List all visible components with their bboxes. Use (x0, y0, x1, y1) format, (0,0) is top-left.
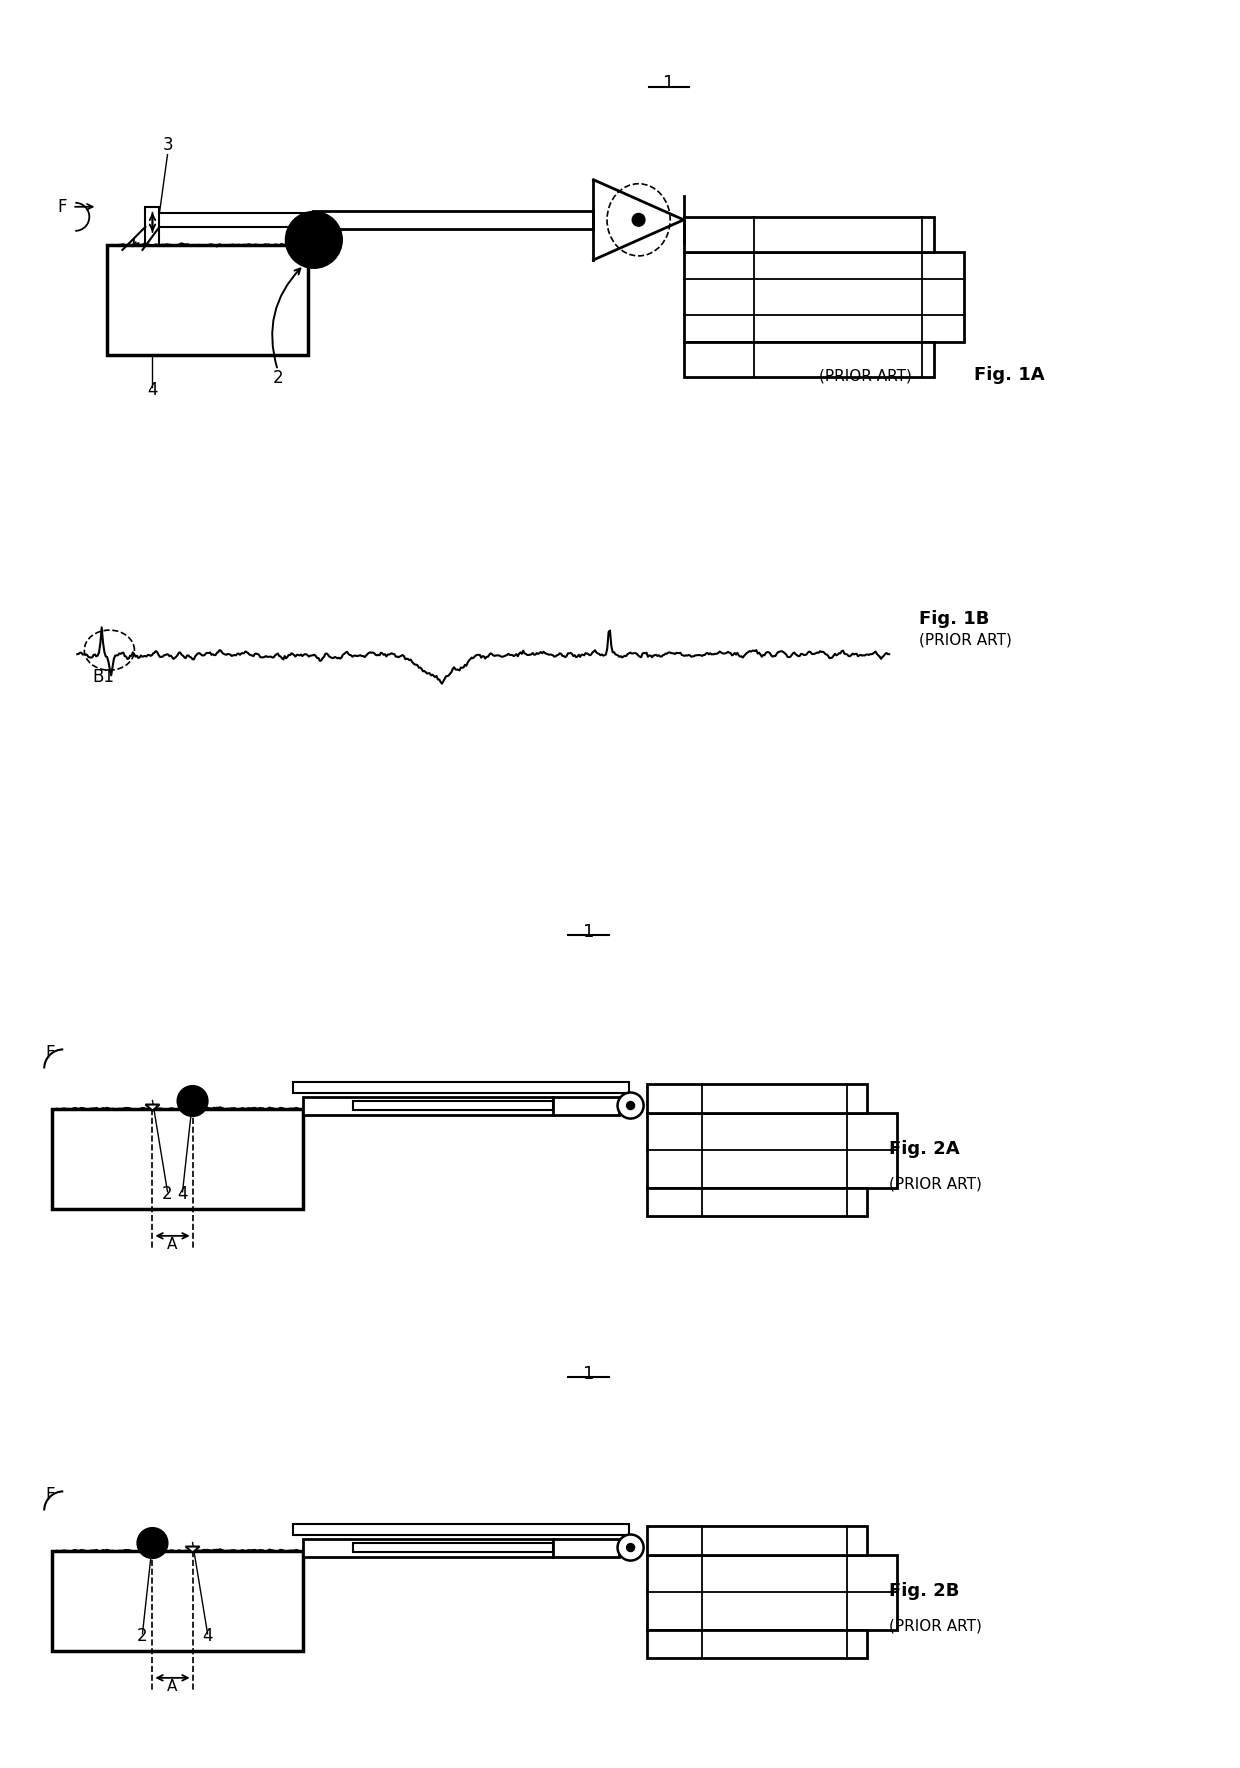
Text: F: F (45, 1487, 55, 1505)
Circle shape (618, 1535, 644, 1561)
Text: 4: 4 (148, 382, 157, 400)
Text: 4: 4 (177, 1185, 187, 1202)
Bar (52, 1551, 303, 1651)
Text: 1: 1 (583, 923, 594, 941)
Bar (353, 1101, 553, 1110)
Text: F: F (45, 1045, 55, 1063)
Bar (303, 1096, 619, 1114)
Bar (646, 1188, 867, 1216)
Text: Fig. 1B: Fig. 1B (919, 610, 990, 628)
Bar (646, 1084, 867, 1112)
Text: A: A (167, 1680, 177, 1694)
Circle shape (618, 1093, 644, 1119)
Bar (683, 217, 934, 251)
Bar (108, 246, 308, 355)
Bar (646, 1526, 867, 1554)
Bar (52, 1109, 303, 1209)
Text: Fig. 2B: Fig. 2B (889, 1582, 960, 1600)
Text: F: F (58, 198, 67, 216)
Circle shape (285, 212, 342, 269)
Bar (646, 1554, 898, 1630)
Bar (646, 1112, 898, 1188)
Bar (312, 210, 594, 228)
Bar (646, 1630, 867, 1658)
Bar (293, 1082, 629, 1093)
Text: 2: 2 (273, 370, 283, 387)
Text: A: A (167, 1238, 177, 1252)
Circle shape (138, 1528, 167, 1558)
Circle shape (626, 1543, 635, 1552)
Text: 2: 2 (138, 1627, 148, 1644)
Polygon shape (186, 1547, 200, 1552)
Text: Fig. 2A: Fig. 2A (889, 1140, 960, 1158)
Text: (PRIOR ART): (PRIOR ART) (919, 633, 1012, 647)
Bar (683, 251, 965, 341)
Text: (PRIOR ART): (PRIOR ART) (889, 1177, 982, 1192)
Bar (293, 1524, 629, 1535)
Text: 4: 4 (202, 1627, 213, 1644)
Text: 2: 2 (162, 1185, 172, 1202)
Text: (PRIOR ART): (PRIOR ART) (889, 1619, 982, 1634)
Text: 3: 3 (162, 136, 172, 154)
Bar (145, 207, 160, 246)
Text: (PRIOR ART): (PRIOR ART) (818, 368, 911, 384)
Bar (353, 1543, 553, 1552)
Circle shape (632, 214, 645, 226)
Text: B1: B1 (92, 668, 114, 686)
Circle shape (626, 1101, 635, 1110)
Polygon shape (145, 1105, 160, 1110)
Text: 1: 1 (663, 74, 675, 92)
Bar (683, 341, 934, 377)
Circle shape (177, 1086, 207, 1116)
Text: 1: 1 (583, 1365, 594, 1383)
Text: Fig. 1A: Fig. 1A (975, 366, 1045, 384)
Bar (303, 1538, 619, 1556)
